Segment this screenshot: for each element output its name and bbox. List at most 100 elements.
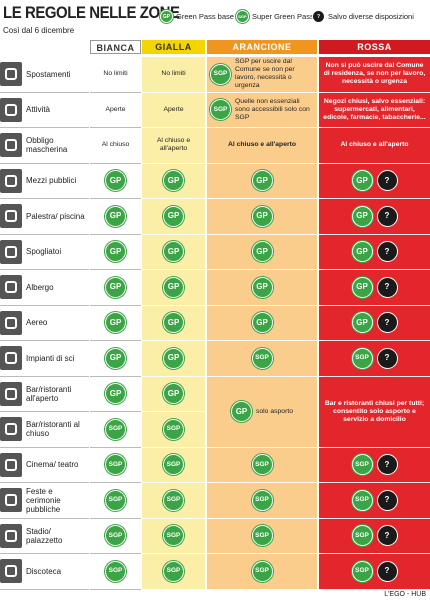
cell: Al chiuso e all'aperto bbox=[142, 128, 205, 164]
cell-text: Al chiuso e all'aperto bbox=[156, 137, 191, 153]
icon-glyph bbox=[5, 423, 17, 436]
cell: Negozi chiusi, salvo essenziali: superme… bbox=[319, 92, 430, 128]
badge-gp: GP bbox=[351, 205, 373, 227]
cell-text: Al chiuso bbox=[101, 141, 130, 149]
row-icon bbox=[0, 62, 22, 87]
row-label-text: Albergo bbox=[26, 282, 54, 292]
column-header: BIANCA bbox=[90, 40, 141, 54]
cell: SGP bbox=[207, 518, 317, 554]
row-icon bbox=[0, 559, 22, 584]
cell: GP bbox=[207, 270, 317, 306]
badge-sgp: SGP bbox=[105, 454, 126, 476]
row-label-text: Stadio/ palazzetto bbox=[26, 526, 63, 545]
row-label: Mezzi pubblici bbox=[0, 163, 89, 199]
badge-sgp: SGP bbox=[236, 10, 249, 23]
cell: SGP bbox=[207, 341, 317, 377]
cell: GP bbox=[90, 163, 141, 199]
cell: GP? bbox=[319, 234, 430, 270]
badge-sgp: SGP bbox=[163, 418, 184, 440]
badge-gp: GP bbox=[160, 10, 173, 23]
badge-sgp: SGP bbox=[251, 454, 273, 476]
cell: GP bbox=[142, 234, 205, 270]
cell: SGP bbox=[207, 483, 317, 519]
badge-gp: GP bbox=[163, 276, 184, 298]
badge-sgp: SGP bbox=[210, 63, 231, 85]
cell: SGP bbox=[207, 447, 317, 483]
row-label-text: Bar/ristoranti all'aperto bbox=[26, 384, 72, 403]
cell: GP solo asporto bbox=[207, 376, 317, 448]
cell: GP? bbox=[319, 270, 430, 306]
row-label: Obbligo mascherina bbox=[0, 128, 89, 164]
cell: No limiti bbox=[90, 57, 141, 93]
badge-sgp: SGP bbox=[351, 454, 373, 476]
cell: SGP bbox=[90, 412, 141, 448]
badge-gp: GP bbox=[163, 312, 184, 334]
title: LE REGOLE NELLE ZONE bbox=[3, 3, 180, 22]
badge-sgp: SGP bbox=[163, 560, 184, 582]
row-icon bbox=[0, 417, 22, 442]
row-label: Cinema/ teatro bbox=[0, 447, 89, 483]
cell: GP bbox=[142, 341, 205, 377]
badge-q: ? bbox=[376, 170, 398, 192]
badge-q: ? bbox=[376, 525, 398, 547]
cell: GP bbox=[90, 341, 141, 377]
cell: Aperte bbox=[142, 92, 205, 128]
badge-gp: GP bbox=[351, 276, 373, 298]
badge-sgp: SGP bbox=[105, 525, 126, 547]
icon-glyph bbox=[5, 210, 17, 223]
cell: SGP? bbox=[319, 341, 430, 377]
cell-text: Non si può uscire dal Comune di residenz… bbox=[323, 62, 426, 86]
cell: GP bbox=[207, 305, 317, 341]
badge-gp: GP bbox=[105, 347, 126, 369]
subtitle: Così dal 6 dicembre bbox=[3, 26, 75, 35]
badge-gp: GP bbox=[351, 170, 373, 192]
cell: Al chiuso e all'aperto bbox=[319, 128, 430, 164]
row-label-text: Mezzi pubblici bbox=[26, 176, 77, 186]
row-icon bbox=[0, 204, 22, 229]
cell: GP bbox=[90, 234, 141, 270]
cell: SGP bbox=[207, 554, 317, 590]
badge-sgp: SGP bbox=[351, 489, 373, 511]
badge-gp: GP bbox=[251, 170, 273, 192]
badge-gp: GP bbox=[251, 276, 273, 298]
cell: GP bbox=[207, 163, 317, 199]
row-label: Discoteca bbox=[0, 554, 89, 590]
badge-sgp: SGP bbox=[251, 525, 273, 547]
cell: SGP bbox=[142, 554, 205, 590]
cell-text: solo asporto bbox=[255, 407, 294, 415]
badge-q: ? bbox=[376, 312, 398, 334]
badge-sgp: SGP bbox=[163, 525, 184, 547]
row-label-text: Obbligo mascherina bbox=[26, 136, 68, 155]
cell: SGP SGP per uscire dal Comune se non per … bbox=[207, 57, 317, 93]
badge-sgp: SGP bbox=[105, 489, 126, 511]
row-label: Attività bbox=[0, 92, 89, 128]
cell: SGP bbox=[142, 412, 205, 448]
row-label: Spostamenti bbox=[0, 57, 89, 93]
badge-sgp: SGP bbox=[351, 525, 373, 547]
row-label: Impianti di sci bbox=[0, 341, 89, 377]
cell: SGP Quelle non essenziali sono accessibil… bbox=[207, 92, 317, 128]
row-label-text: Attività bbox=[26, 105, 51, 115]
legend-label: Super Green Pass bbox=[252, 12, 314, 21]
cell: Al chiuso bbox=[90, 128, 141, 164]
badge-gp: GP bbox=[351, 241, 373, 263]
cell-text: Quelle non essenziali sono accessibili s… bbox=[235, 97, 310, 121]
badge-gp: GP bbox=[251, 312, 273, 334]
cell: SGP bbox=[142, 447, 205, 483]
legend-label: Green Pass base bbox=[176, 12, 234, 21]
row-label-text: Spogliatoi bbox=[26, 247, 62, 257]
row-label: Spogliatoi bbox=[0, 234, 89, 270]
row-label-text: Feste e cerimonie pubbliche bbox=[26, 486, 61, 514]
cell: GP bbox=[207, 234, 317, 270]
badge-gp: GP bbox=[163, 347, 184, 369]
row-icon bbox=[0, 275, 22, 300]
badge-gp: GP bbox=[105, 170, 126, 192]
icon-glyph bbox=[5, 139, 17, 152]
icon-glyph bbox=[5, 529, 17, 542]
row-label-text: Spostamenti bbox=[26, 69, 71, 79]
row-icon bbox=[0, 168, 22, 193]
cell-text: Aperte bbox=[105, 105, 126, 113]
legend-item: SGP Super Green Pass bbox=[236, 10, 314, 23]
row-label: Bar/ristoranti all'aperto bbox=[0, 376, 89, 412]
icon-glyph bbox=[5, 174, 17, 187]
